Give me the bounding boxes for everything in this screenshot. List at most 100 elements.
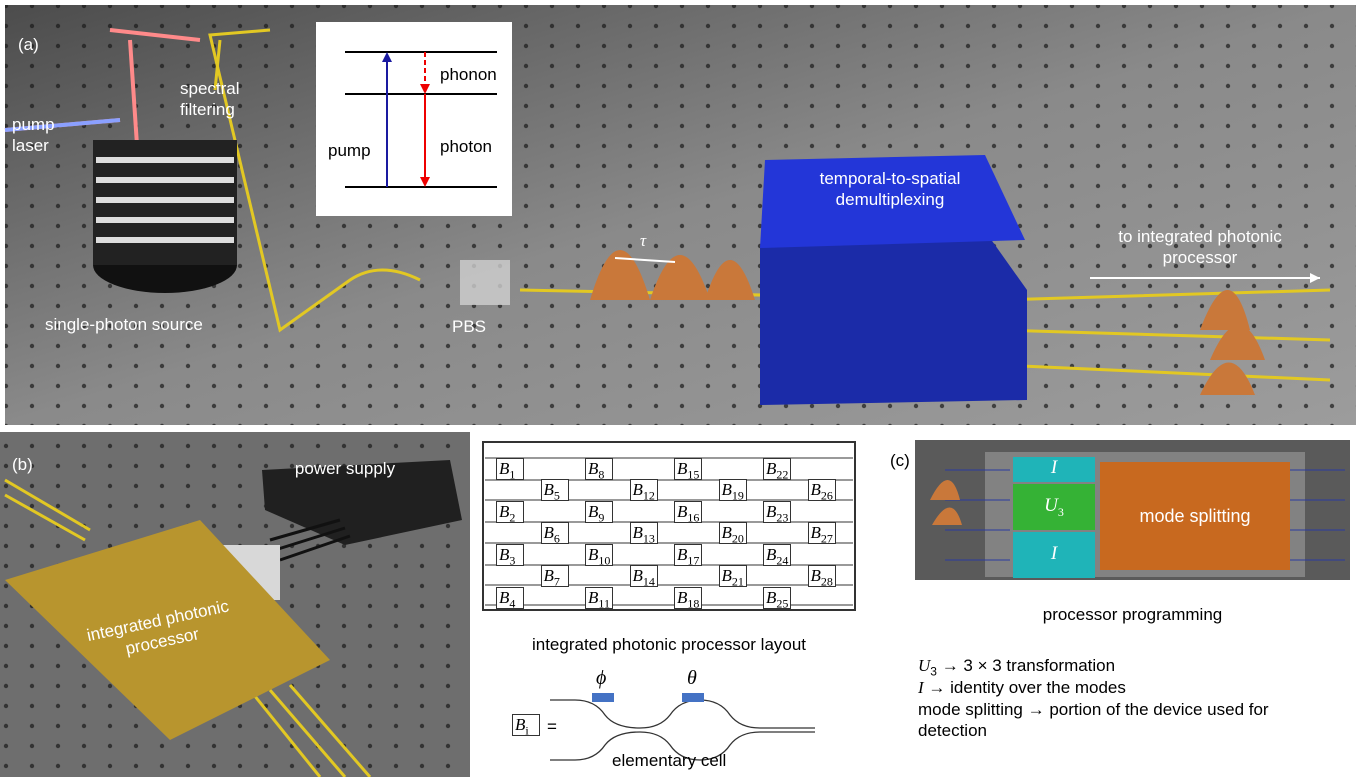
symbol: B <box>811 480 821 499</box>
subscript: 10 <box>598 553 610 567</box>
cell: B25 <box>763 587 791 609</box>
equals: = <box>547 716 557 737</box>
cell: B22 <box>763 458 791 480</box>
cell: B10 <box>585 544 613 566</box>
note-text: → identity over the modes <box>928 678 1125 697</box>
cell: B18 <box>674 587 702 609</box>
symbol: I <box>1051 457 1057 478</box>
subscript: 12 <box>643 488 655 502</box>
symbol: B <box>677 588 687 607</box>
symbol: B <box>811 566 821 585</box>
cell: B28 <box>808 565 836 587</box>
caption: elementary cell <box>612 750 726 771</box>
block-label: I <box>1013 457 1095 478</box>
term: mode splitting <box>918 700 1023 719</box>
subscript: 28 <box>821 574 833 588</box>
subscript: 24 <box>776 553 788 567</box>
subscript: 2 <box>509 510 515 524</box>
subscript: 11 <box>598 596 610 610</box>
label: pump <box>328 140 371 161</box>
cell: B6 <box>541 522 569 544</box>
symbol: I <box>1051 543 1057 564</box>
symbol: U <box>1044 495 1058 516</box>
subscript: 27 <box>821 531 833 545</box>
symbol: B <box>499 502 509 521</box>
symbol: B <box>766 588 776 607</box>
cell: B9 <box>585 501 613 523</box>
subscript: 7 <box>554 574 560 588</box>
label: photon <box>440 136 492 157</box>
cell: B19 <box>719 479 747 501</box>
cell: B1 <box>496 458 524 480</box>
symbol: B <box>544 480 554 499</box>
subscript: 20 <box>732 531 744 545</box>
label: phonon <box>440 64 497 85</box>
cell: B20 <box>719 522 747 544</box>
cell-symbol: Bi <box>512 714 540 736</box>
label: pump laser <box>12 114 72 156</box>
symbol: I <box>918 678 924 697</box>
cell: B21 <box>719 565 747 587</box>
panel-label: (b) <box>12 454 33 475</box>
symbol: B <box>588 588 598 607</box>
subscript: 4 <box>509 596 515 610</box>
label: power supply <box>290 458 400 479</box>
caption: processor programming <box>915 604 1350 625</box>
subscript: 1 <box>509 467 515 481</box>
symbol: B <box>588 545 598 564</box>
demux-box <box>760 238 1027 405</box>
symbol: B <box>677 459 687 478</box>
symbol: B <box>544 566 554 585</box>
panel-label: (a) <box>18 34 39 55</box>
label: spectral filtering <box>180 78 260 120</box>
cell: B26 <box>808 479 836 501</box>
cell: B23 <box>763 501 791 523</box>
subscript: 5 <box>554 488 560 502</box>
subscript: 15 <box>687 467 699 481</box>
symbol: B <box>633 566 643 585</box>
subscript: 13 <box>643 531 655 545</box>
subscript: 9 <box>598 510 604 524</box>
symbol: B <box>515 715 525 734</box>
subscript: 19 <box>732 488 744 502</box>
phase: ϕ <box>596 668 606 689</box>
cell: B24 <box>763 544 791 566</box>
cell: B13 <box>630 522 658 544</box>
note: I → identity over the modes <box>918 677 1338 698</box>
subscript: 23 <box>776 510 788 524</box>
symbol: B <box>588 502 598 521</box>
cell: B16 <box>674 501 702 523</box>
phase: θ <box>687 668 697 689</box>
symbol: U <box>918 656 930 675</box>
cell: B15 <box>674 458 702 480</box>
caption: integrated photonic processor layout <box>483 634 855 655</box>
label: PBS <box>452 316 486 337</box>
block-label: U3 <box>1013 495 1095 523</box>
cell: B3 <box>496 544 524 566</box>
symbol: B <box>633 523 643 542</box>
subscript: i <box>525 723 528 737</box>
symbol: B <box>677 545 687 564</box>
label: single-photon source <box>45 314 203 335</box>
block-label: I <box>1013 543 1095 564</box>
symbol: B <box>633 480 643 499</box>
cell: B27 <box>808 522 836 544</box>
cell: B17 <box>674 544 702 566</box>
cell: B2 <box>496 501 524 523</box>
symbol: B <box>544 523 554 542</box>
subscript: 25 <box>776 596 788 610</box>
cell: B8 <box>585 458 613 480</box>
cell: B4 <box>496 587 524 609</box>
subscript: 8 <box>598 467 604 481</box>
label: to integrated photonic processor <box>1100 226 1300 268</box>
figure: (a) pump laser spectral filtering single… <box>0 0 1361 777</box>
label: temporal-to-spatial demultiplexing <box>790 168 990 210</box>
panel-label: (c) <box>890 450 910 471</box>
cell: B11 <box>585 587 613 609</box>
label: τ <box>640 230 646 251</box>
label: mode splitting <box>1100 506 1290 527</box>
symbol: B <box>588 459 598 478</box>
symbol: B <box>722 566 732 585</box>
subscript: 21 <box>732 574 744 588</box>
symbol: B <box>499 588 509 607</box>
